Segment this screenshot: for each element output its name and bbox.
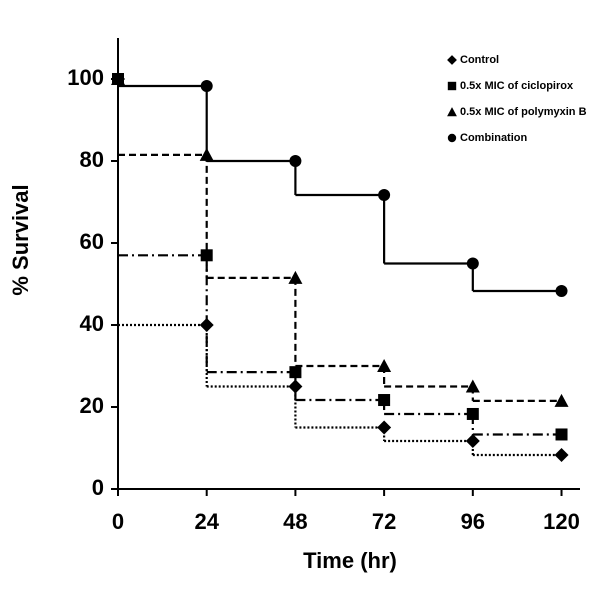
marker bbox=[377, 359, 392, 372]
y-tick-label: 100 bbox=[67, 65, 104, 90]
legend-label: Combination bbox=[460, 132, 527, 144]
y-tick-label: 40 bbox=[80, 311, 104, 336]
marker bbox=[465, 434, 480, 449]
marker bbox=[112, 73, 124, 85]
marker bbox=[555, 428, 568, 441]
legend-label: 0.5x MIC of polymyxin B bbox=[460, 106, 587, 118]
legend-label: Control bbox=[460, 54, 499, 66]
marker bbox=[377, 420, 392, 435]
y-tick-label: 60 bbox=[80, 229, 104, 254]
marker bbox=[465, 379, 480, 393]
x-tick-label: 48 bbox=[283, 509, 307, 534]
x-tick-label: 0 bbox=[112, 509, 124, 534]
marker bbox=[466, 407, 479, 420]
marker bbox=[554, 393, 569, 407]
legend-marker bbox=[447, 55, 457, 65]
legend-marker bbox=[447, 107, 457, 117]
marker bbox=[289, 366, 302, 379]
marker bbox=[554, 447, 569, 462]
marker bbox=[288, 270, 303, 284]
x-tick-label: 24 bbox=[194, 509, 219, 534]
y-tick-label: 20 bbox=[80, 393, 104, 418]
marker bbox=[555, 284, 568, 297]
marker bbox=[378, 189, 391, 202]
marker bbox=[466, 257, 479, 270]
x-tick-label: 96 bbox=[461, 509, 485, 534]
legend-marker bbox=[447, 81, 457, 91]
marker bbox=[289, 155, 302, 167]
y-axis-label: % Survival bbox=[8, 184, 33, 295]
x-tick-label: 120 bbox=[543, 509, 580, 534]
y-tick-label: 80 bbox=[80, 147, 104, 172]
marker bbox=[200, 79, 213, 92]
y-tick-label: 0 bbox=[92, 475, 104, 500]
legend-label: 0.5x MIC of ciclopirox bbox=[460, 80, 574, 92]
x-tick-label: 72 bbox=[372, 509, 396, 534]
x-axis-label: Time (hr) bbox=[303, 548, 397, 573]
marker bbox=[378, 394, 391, 407]
legend-marker bbox=[447, 133, 457, 143]
